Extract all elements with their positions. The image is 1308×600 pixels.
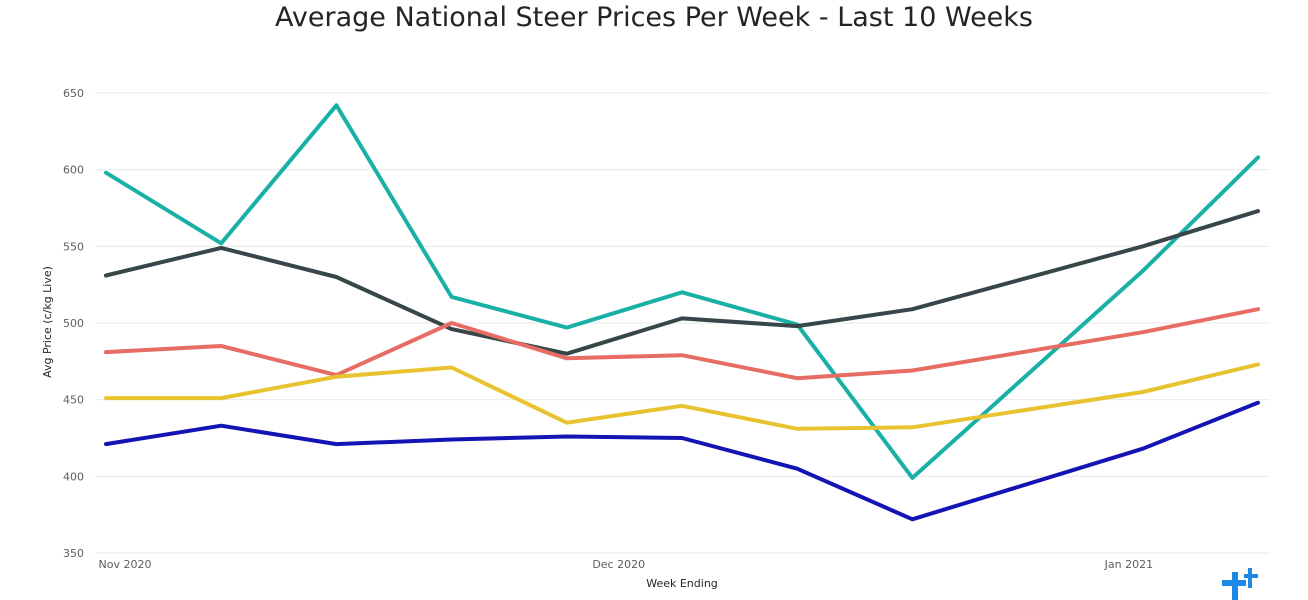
gridlines xyxy=(95,92,1270,554)
series-line-1 xyxy=(104,103,1260,480)
y-axis-ticks: 350 400 450 500 550 600 650 xyxy=(63,87,84,560)
chart-title: Average National Steer Prices Per Week -… xyxy=(275,2,1033,33)
y-tick-label: 400 xyxy=(63,470,84,483)
brand-logo-icon xyxy=(1222,568,1258,600)
x-tick-label: Nov 2020 xyxy=(99,558,152,571)
x-tick-label: Dec 2020 xyxy=(592,558,645,571)
series-line-2 xyxy=(104,209,1260,356)
y-tick-label: 550 xyxy=(63,240,84,253)
series-line-3 xyxy=(104,307,1260,381)
y-tick-label: 450 xyxy=(63,394,84,407)
series-line-4 xyxy=(104,362,1260,431)
y-axis-title: Avg Price (c/kg Live) xyxy=(41,266,54,378)
y-tick-label: 600 xyxy=(63,164,84,177)
series-lines xyxy=(104,103,1260,522)
x-tick-label: Jan 2021 xyxy=(1104,558,1153,571)
y-tick-label: 350 xyxy=(63,547,84,560)
y-tick-label: 500 xyxy=(63,317,84,330)
y-tick-label: 650 xyxy=(63,87,84,100)
series-line-5 xyxy=(104,400,1260,522)
x-axis-ticks: Nov 2020 Dec 2020 Jan 2021 xyxy=(99,558,1154,571)
x-axis-title: Week Ending xyxy=(646,577,718,590)
